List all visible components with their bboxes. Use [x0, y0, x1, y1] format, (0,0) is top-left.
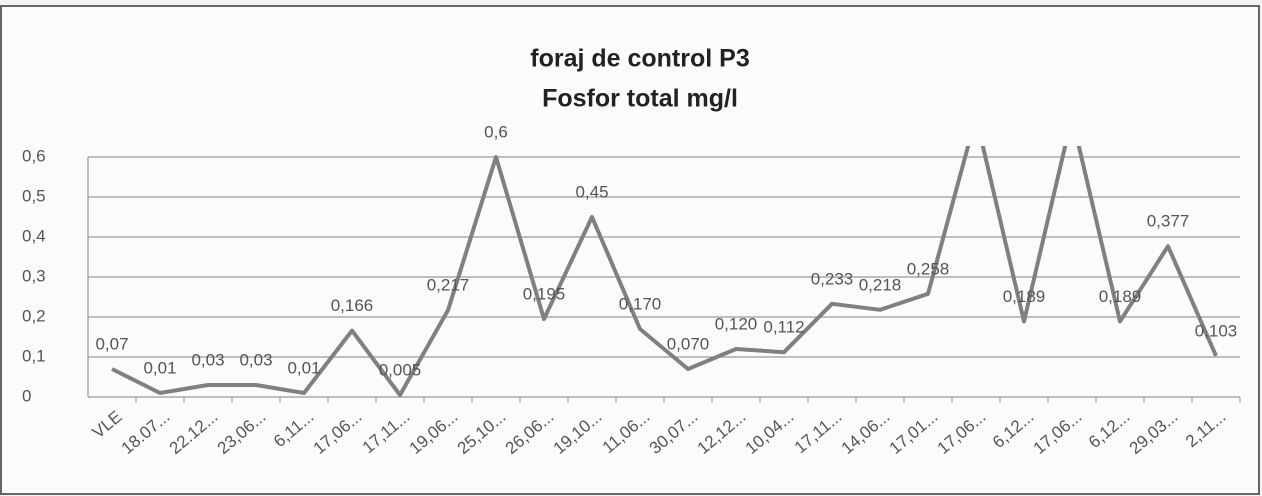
data-label: 0,103	[1195, 321, 1238, 340]
y-tick-label: 0,6	[22, 146, 46, 165]
y-tick-label: 0,3	[22, 266, 46, 285]
data-label: 0,07	[95, 334, 128, 353]
data-label: 0,233	[811, 269, 854, 288]
data-label: 0,03	[191, 350, 224, 369]
data-label: 0,005	[379, 360, 422, 379]
data-label: 0,258	[907, 259, 950, 278]
y-tick-label: 0,4	[22, 226, 46, 245]
data-label: 0,195	[523, 284, 566, 303]
data-label: 0,03	[239, 350, 272, 369]
y-tick-label: 0	[22, 386, 31, 405]
data-label: 0,01	[287, 358, 320, 377]
y-tick-label: 0,5	[22, 186, 46, 205]
chart-title: foraj de control P3	[530, 45, 749, 73]
plot-area	[111, 146, 1218, 397]
data-label: 0,01	[143, 358, 176, 377]
data-label: 0,45	[575, 182, 608, 201]
chart-frame	[0, 5, 1260, 495]
data-label: 0,6	[484, 122, 508, 141]
data-label: 0,217	[427, 276, 470, 295]
data-label: 0,170	[619, 294, 662, 313]
data-line	[111, 146, 1218, 397]
y-tick-label: 0,1	[22, 346, 46, 365]
data-label: 0,112	[763, 318, 804, 337]
data-label: 0,070	[667, 334, 710, 353]
data-label: 0,189	[1003, 287, 1046, 306]
y-tick-label: 0,2	[22, 306, 46, 325]
data-label: 0,218	[859, 275, 902, 294]
chart-subtitle: Fosfor total mg/l	[542, 85, 738, 113]
data-label: 0,120	[715, 314, 758, 333]
data-label: 0,166	[331, 296, 374, 315]
data-label: 0,189	[1099, 287, 1142, 306]
data-label: 0,377	[1147, 212, 1190, 231]
